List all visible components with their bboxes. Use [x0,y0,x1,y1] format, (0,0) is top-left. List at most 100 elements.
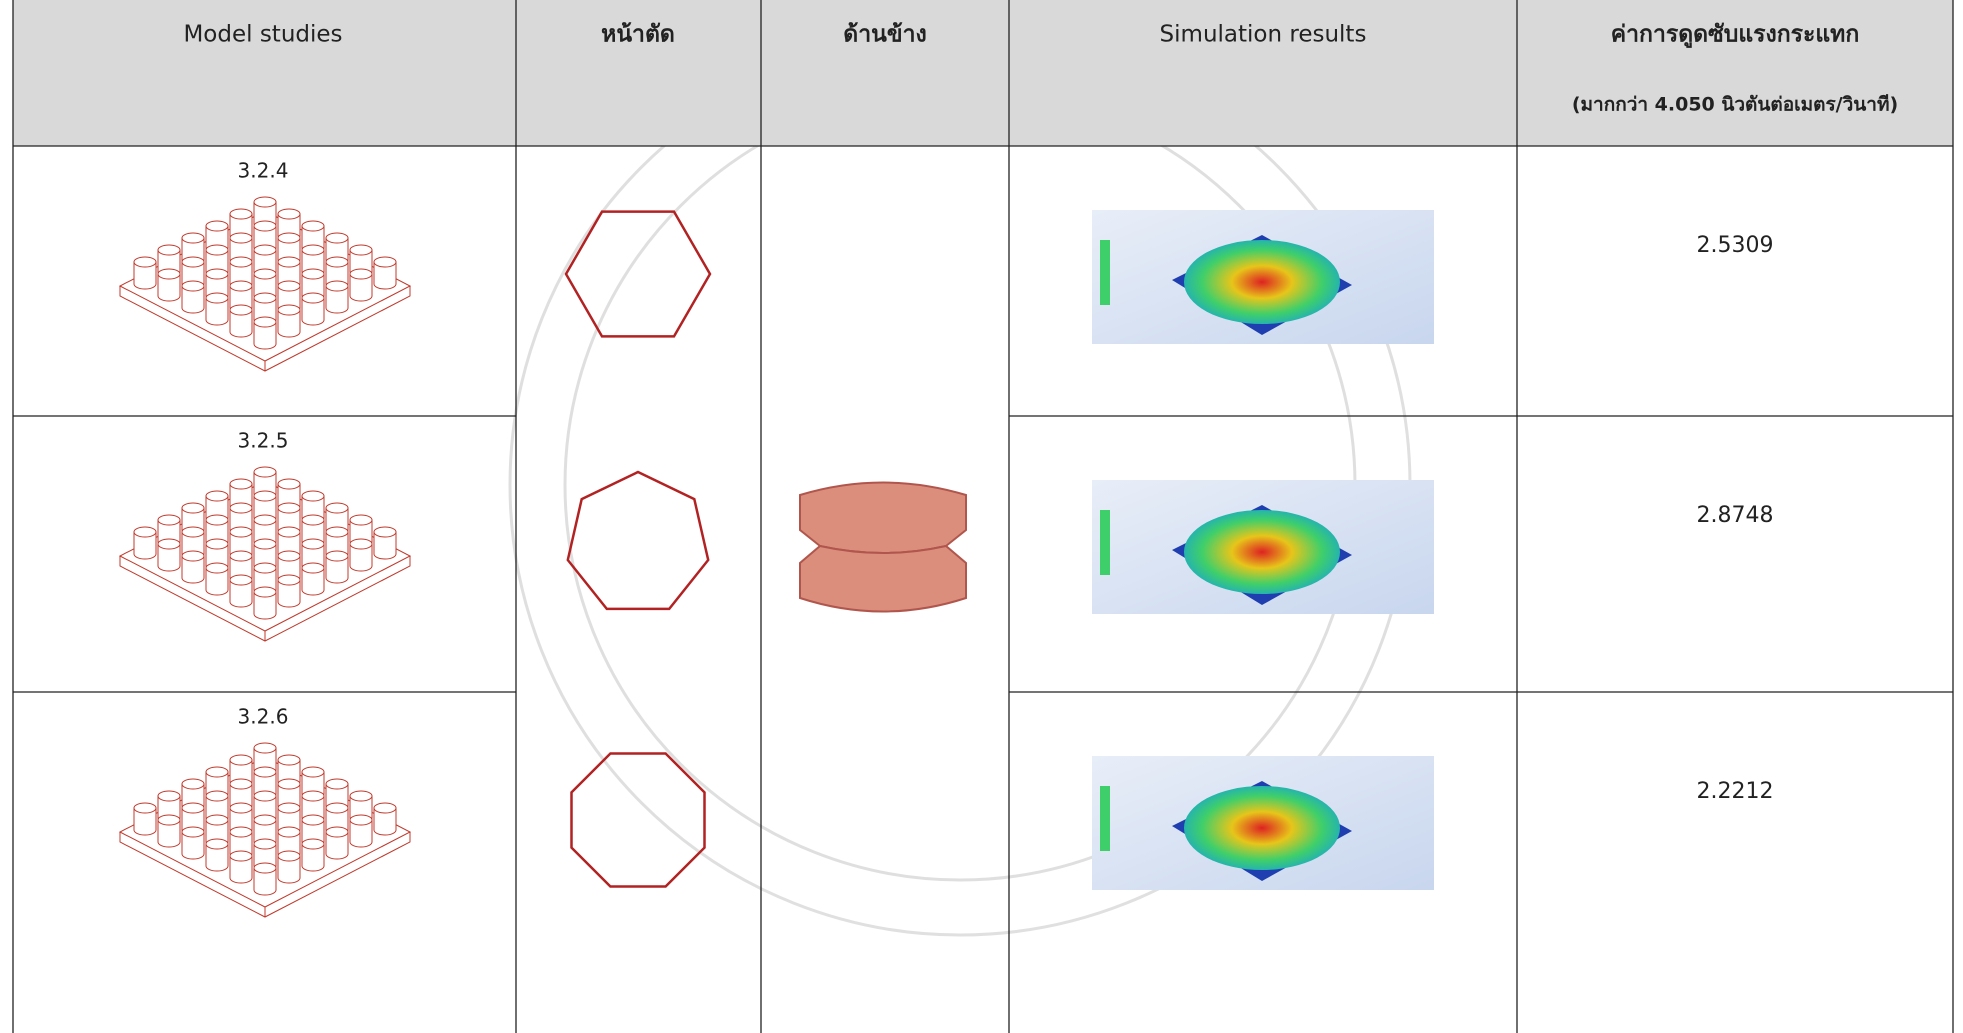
model-pillar [373,262,397,290]
model-pillar-top [205,766,229,778]
model-pillar-top [229,850,253,862]
header-simulation: Simulation results [1160,22,1367,48]
model-pillar-top [277,574,301,586]
model-pillar [325,832,349,860]
model-pillar-top [277,232,301,244]
model-pillar [253,868,277,896]
model-pillar-top [253,196,277,208]
model-figure [118,196,412,372]
rows: 3.2.4 2.5309 3.2.5 2.8748 3.2.6 2.2212 [118,159,1774,918]
model-pillar-top [253,862,277,874]
model-pillar-top [277,478,301,490]
model-pillar-top [157,538,181,550]
model-pillar-top [349,790,373,802]
table-grid [12,0,1954,1033]
model-pillar-top [325,778,349,790]
model-pillar [253,592,277,620]
model-pillar-top [277,826,301,838]
model-pillar [229,856,253,884]
model-pillar [229,310,253,338]
simulation-image [1092,210,1434,344]
header-absorption-note: (มากกว่า 4.050 นิวตันต่อเมตร/วินาที) [1572,94,1898,116]
model-pillar-top [349,244,373,256]
model-pillar-top [277,208,301,220]
header-cross-section: หน้าตัด [601,22,675,48]
model-pillar-top [325,502,349,514]
model-pillar-top [349,538,373,550]
model-pillar-top [181,550,205,562]
model-pillar [157,820,181,848]
model-pillar-top [301,514,325,526]
model-pillar-top [229,232,253,244]
model-pillar-top [205,814,229,826]
model-pillar-top [205,538,229,550]
model-pillar-top [253,220,277,232]
sim-heat [1184,786,1340,870]
model-pillar-top [205,220,229,232]
sim-legend [1100,510,1110,575]
model-pillar-top [253,790,277,802]
model-pillar-top [349,514,373,526]
model-pillar-top [253,316,277,328]
model-pillar-top [325,232,349,244]
model-pillar-top [253,514,277,526]
model-pillar [133,262,157,290]
model-pillar-top [373,256,397,268]
model-pillar [157,544,181,572]
model-pillar [349,274,373,302]
model-pillar-top [181,778,205,790]
model-pillar-top [229,826,253,838]
model-pillar-top [253,766,277,778]
model-pillar-top [229,304,253,316]
simulation-image [1092,756,1434,890]
model-pillar [181,832,205,860]
absorption-value: 2.2212 [1697,779,1774,804]
model-pillar-top [301,244,325,256]
cross-section [566,470,710,611]
model-pillar-top [301,538,325,550]
model-pillar-top [229,478,253,490]
model-pillar-top [205,490,229,502]
model-pillar-top [253,538,277,550]
model-pillar [349,820,373,848]
absorption-value: 2.8748 [1697,503,1774,528]
model-pillar-top [373,802,397,814]
model-pillar-top [229,208,253,220]
model-pillar-top [277,850,301,862]
model-pillar-top [301,292,325,304]
model-pillar [301,298,325,326]
model-pillar-top [277,802,301,814]
model-pillar-top [253,586,277,598]
model-figure [118,466,412,642]
model-pillar-top [229,778,253,790]
model-pillar-top [181,826,205,838]
model-pillar-top [157,244,181,256]
model-pillar-top [133,526,157,538]
model-pillar-top [229,256,253,268]
model-pillar [181,286,205,314]
model-pillar [277,310,301,338]
model-pillar-top [301,562,325,574]
side-view [799,481,967,613]
model-pillar-top [205,838,229,850]
model-pillar [277,580,301,608]
model-pillar-top [349,814,373,826]
model-figure [118,742,412,918]
header-model: Model studies [183,22,342,48]
header-side: ด้านข้าง [843,22,926,48]
model-pillar-top [229,802,253,814]
model-pillar [349,544,373,572]
model-pillar-top [157,268,181,280]
model-pillar-top [253,562,277,574]
model-pillar [253,322,277,350]
model-pillar [205,568,229,596]
model-pillar [325,556,349,584]
model-pillar-top [253,268,277,280]
model-pillar [157,274,181,302]
model-pillar [373,808,397,836]
model-pillar-top [277,550,301,562]
model-pillar-top [325,280,349,292]
model-pillar [133,808,157,836]
model-pillar-top [277,280,301,292]
